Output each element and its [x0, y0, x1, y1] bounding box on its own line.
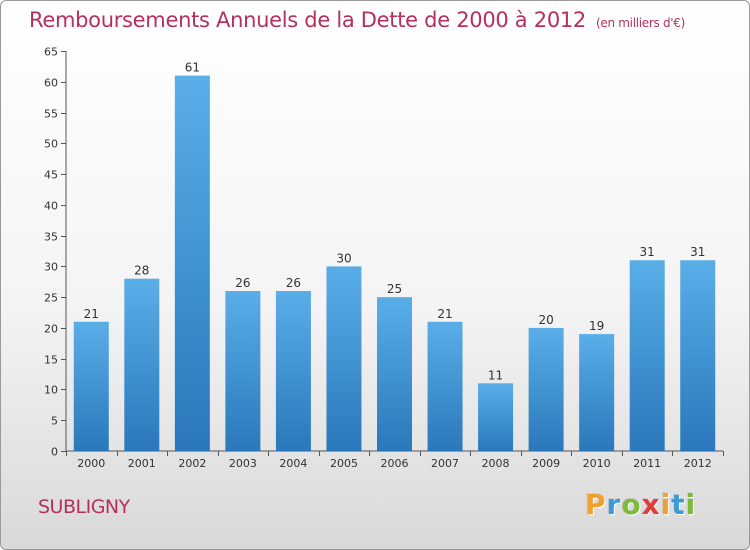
- bar: [124, 278, 160, 451]
- y-tick-label: 60: [44, 77, 58, 90]
- y-tick-label: 10: [44, 384, 58, 397]
- x-tick-label: 2012: [684, 457, 712, 470]
- y-tick-label: 15: [44, 354, 58, 367]
- y-tick-label: 35: [44, 231, 58, 244]
- y-tick-label: 25: [44, 292, 58, 305]
- bar: [427, 321, 463, 451]
- chart-unit-label: (en milliers d'€): [596, 16, 686, 30]
- logo-letter: o: [621, 488, 642, 521]
- chart-title-text: Remboursements Annuels de la Dette de 20…: [29, 8, 586, 32]
- bar-value-label: 30: [336, 251, 351, 265]
- bar-value-label: 31: [640, 245, 655, 259]
- y-tick-label: 40: [44, 200, 58, 213]
- proxiti-logo: Proxiti: [585, 488, 696, 521]
- y-tick-label: 5: [51, 415, 58, 428]
- logo-letter: x: [641, 488, 661, 521]
- bar-value-label: 21: [84, 307, 99, 321]
- x-tick-label: 2000: [77, 457, 105, 470]
- y-tick-label: 50: [44, 138, 58, 151]
- x-tick-label: 2002: [178, 457, 206, 470]
- bar-value-label: 31: [690, 245, 705, 259]
- bar-value-label: 25: [387, 282, 402, 296]
- logo-letter: P: [585, 488, 607, 521]
- y-tick-label: 20: [44, 323, 58, 336]
- bar-value-label: 26: [286, 276, 301, 290]
- bar: [528, 327, 564, 451]
- x-tick-label: 2003: [229, 457, 257, 470]
- logo-letter: t: [671, 488, 686, 521]
- chart-bars: 21 28 61 26 26 30 25 21 11 20 19 31 31: [73, 61, 716, 451]
- bar-value-label: 11: [488, 368, 503, 382]
- x-tick-label: 2011: [633, 457, 661, 470]
- y-tick-label: 55: [44, 108, 58, 121]
- bar: [225, 291, 261, 451]
- bar: [680, 260, 716, 451]
- x-tick-label: 2001: [128, 457, 156, 470]
- bar-value-label: 21: [437, 307, 452, 321]
- chart-title: Remboursements Annuels de la Dette de 20…: [29, 8, 685, 32]
- x-tick-label: 2010: [583, 457, 611, 470]
- bar-value-label: 19: [589, 319, 604, 333]
- x-tick-label: 2008: [482, 457, 510, 470]
- bar-value-label: 20: [538, 313, 553, 327]
- bar: [377, 297, 412, 451]
- x-tick-label: 2007: [431, 457, 459, 470]
- y-tick-label: 65: [44, 46, 58, 59]
- bar: [174, 75, 210, 451]
- logo-letter: r: [606, 488, 622, 521]
- bar-value-label: 26: [235, 276, 250, 290]
- x-tick-label: 2004: [279, 457, 307, 470]
- bar: [629, 260, 665, 451]
- bar: [326, 266, 362, 451]
- bar: [579, 334, 615, 451]
- logo-letter: i: [660, 488, 672, 521]
- x-tick-label: 2006: [381, 457, 409, 470]
- x-tick-label: 2009: [532, 457, 560, 470]
- bar-value-label: 28: [134, 264, 149, 278]
- bar: [73, 321, 109, 451]
- bar-value-label: 61: [185, 61, 200, 75]
- place-name: SUBLIGNY: [38, 496, 130, 518]
- y-tick-label: 0: [51, 446, 58, 459]
- y-tick-label: 30: [44, 261, 58, 274]
- bar: [275, 291, 311, 451]
- bar: [478, 383, 514, 451]
- logo-letter: i: [685, 488, 697, 521]
- x-tick-label: 2005: [330, 457, 358, 470]
- chart-axes: 0 5 10 15 20 25 30 35 40 45 50 55 60 65 2000 2001 2002 20…: [44, 46, 724, 470]
- y-tick-label: 45: [44, 169, 58, 182]
